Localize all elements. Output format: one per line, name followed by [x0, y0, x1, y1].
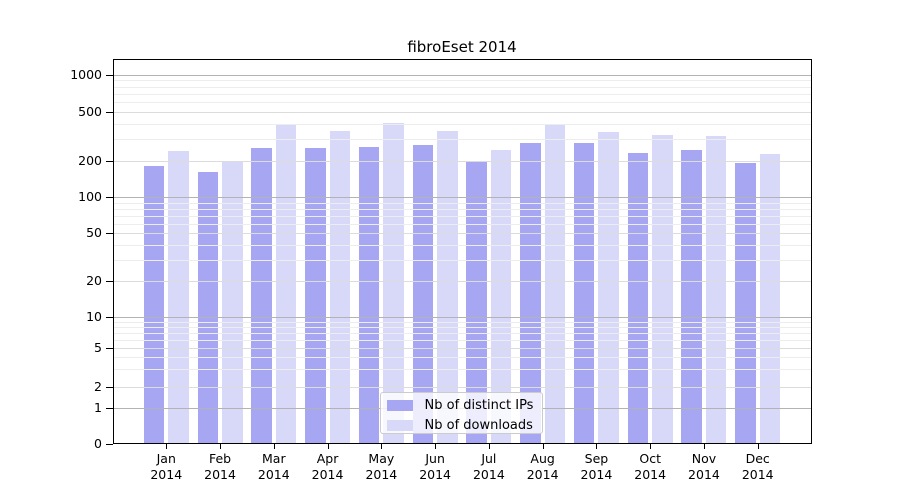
y-tick-label: 1 — [94, 400, 102, 416]
legend: Nb of distinct IPs Nb of downloads — [379, 392, 543, 434]
x-tick-label: Jan 2014 — [150, 451, 183, 482]
gridline — [112, 332, 812, 334]
grid-layer — [112, 59, 812, 444]
y-tick-label: 2 — [94, 378, 102, 394]
x-tick-mark — [703, 444, 705, 449]
y-tick-mark — [106, 74, 113, 76]
bar-downloads-dec — [759, 154, 781, 444]
x-tick-mark — [488, 444, 490, 449]
y-tick-label: 1000 — [70, 66, 102, 82]
gridline — [112, 347, 812, 349]
bar-downloads-feb — [222, 160, 243, 444]
x-tick-mark — [220, 444, 222, 449]
bar-distinct-ips-sep — [573, 143, 595, 444]
x-tick-label: Mar 2014 — [257, 451, 290, 482]
gridline — [112, 111, 812, 113]
gridline — [112, 321, 812, 323]
y-tick-mark — [106, 111, 113, 113]
bar-distinct-ips-jul — [466, 161, 487, 444]
x-tick-label: Jul 2014 — [472, 451, 505, 482]
y-tick-mark — [106, 444, 113, 445]
y-tick-mark — [106, 233, 113, 235]
x-tick-label: Nov 2014 — [688, 451, 720, 482]
bar-distinct-ips-jun — [412, 145, 434, 444]
gridline — [112, 215, 812, 217]
gridline — [112, 86, 812, 88]
gridline — [112, 357, 812, 359]
bar-distinct-ips-feb — [197, 172, 219, 444]
plot-area — [112, 59, 812, 444]
gridline — [112, 233, 812, 235]
x-tick-label: Aug 2014 — [526, 451, 559, 482]
y-tick-label: 10 — [86, 309, 102, 325]
y-tick-label: 200 — [78, 152, 102, 168]
gridline — [112, 197, 812, 199]
legend-row-downloads: Nb of downloads — [381, 417, 542, 433]
x-tick-label: Apr 2014 — [311, 451, 344, 482]
gridline — [112, 281, 812, 283]
y-tick-label: 5 — [94, 339, 102, 355]
legend-swatch-distinct-ips — [386, 400, 413, 411]
x-tick-mark — [435, 444, 437, 449]
y-tick-mark — [106, 386, 113, 388]
x-tick-mark — [650, 444, 652, 449]
y-tick-mark — [106, 281, 113, 283]
x-tick-mark — [273, 444, 275, 449]
y-tick-mark — [106, 347, 113, 349]
gridline — [112, 339, 812, 341]
x-tick-mark — [596, 444, 598, 449]
y-tick-label: 0 — [94, 436, 102, 451]
bar-downloads-aug — [544, 124, 566, 444]
x-tick-label: Jun 2014 — [419, 451, 452, 482]
chart-title: fibroEset 2014 — [407, 38, 517, 56]
bar-distinct-ips-jan — [143, 166, 165, 444]
gridline — [112, 202, 812, 204]
x-tick-mark — [166, 444, 168, 449]
gridline — [112, 93, 812, 95]
gridline — [112, 260, 812, 262]
bar-downloads-oct — [652, 135, 673, 444]
bar-downloads-sep — [598, 132, 619, 444]
legend-label-distinct-ips: Nb of distinct IPs — [424, 398, 534, 413]
gridline — [112, 160, 812, 162]
gridline — [112, 208, 812, 210]
gridline — [112, 326, 812, 328]
x-tick-mark — [327, 444, 329, 449]
bar-downloads-nov — [705, 136, 727, 444]
legend-label-downloads: Nb of downloads — [424, 417, 533, 433]
x-tick-label: Oct 2014 — [634, 451, 667, 482]
bar-distinct-ips-aug — [520, 142, 541, 444]
gridline — [112, 369, 812, 371]
gridline — [112, 244, 812, 246]
legend-row-distinct-ips: Nb of distinct IPs — [381, 398, 542, 413]
y-tick-label: 50 — [86, 225, 102, 241]
gridline — [112, 386, 812, 388]
bar-downloads-mar — [275, 125, 297, 444]
x-tick-mark — [542, 444, 544, 449]
gridline — [112, 317, 812, 319]
x-tick-mark — [757, 444, 759, 449]
y-tick-label: 100 — [78, 189, 102, 205]
gridline — [112, 138, 812, 140]
x-tick-label: May 2014 — [365, 451, 398, 482]
x-tick-label: Feb 2014 — [204, 451, 236, 482]
gridline — [112, 123, 812, 125]
y-tick-mark — [106, 317, 113, 319]
y-tick-label: 500 — [78, 103, 102, 119]
gridline — [112, 74, 812, 76]
gridline — [112, 101, 812, 103]
y-tick-mark — [106, 197, 113, 199]
gridline — [112, 80, 812, 82]
gridline — [112, 223, 812, 225]
bar-distinct-ips-oct — [627, 152, 649, 444]
y-tick-mark — [106, 160, 113, 162]
y-tick-mark — [106, 408, 113, 410]
x-tick-label: Sep 2014 — [580, 451, 613, 482]
x-tick-label: Dec 2014 — [741, 451, 774, 482]
legend-swatch-downloads — [386, 419, 413, 431]
y-tick-label: 20 — [86, 273, 102, 289]
x-tick-mark — [381, 444, 383, 449]
